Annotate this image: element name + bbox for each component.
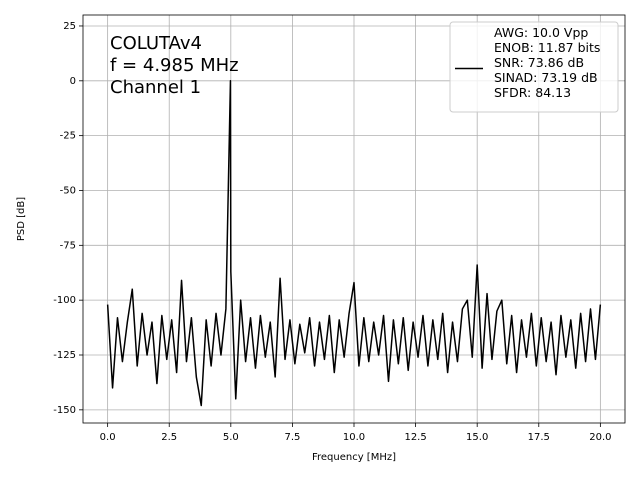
y-axis-label: PSD [dB]: [16, 197, 27, 241]
x-tick-label: 10.0: [343, 432, 365, 443]
y-tick-label: 25: [63, 21, 76, 32]
x-tick-label: 12.5: [404, 432, 426, 443]
x-tick-label: 0.0: [100, 432, 116, 443]
legend-line: AWG: 10.0 Vpp: [494, 25, 588, 40]
x-tick-label: 5.0: [223, 432, 239, 443]
x-axis-label: Frequency [MHz]: [312, 452, 396, 463]
y-tick-label: -125: [53, 350, 76, 361]
x-tick-label: 17.5: [528, 432, 550, 443]
legend-line: SNR: 73.86 dB: [494, 55, 584, 70]
y-tick-label: -50: [60, 185, 76, 196]
y-tick-label: -150: [53, 405, 76, 416]
y-tick-label: -100: [53, 295, 76, 306]
x-tick-label: 7.5: [284, 432, 300, 443]
psd-line: [106, 80, 602, 407]
y-tick-label: -75: [60, 240, 76, 251]
legend-label: AWG: 10.0 Vpp ENOB: 11.87 bits SNR: 73.86 …: [494, 25, 600, 100]
x-tick-label: 2.5: [161, 432, 177, 443]
x-tick-label: 15.0: [466, 432, 488, 443]
legend-line: ENOB: 11.87 bits: [494, 40, 600, 55]
legend-line: SFDR: 84.13: [494, 85, 571, 100]
annotation: COLUTAv4: [110, 33, 202, 54]
annotation: f = 4.985 MHz: [110, 55, 239, 76]
y-tick-label: -25: [60, 131, 76, 142]
legend-box: [449, 21, 619, 113]
x-tick-label: 20.0: [589, 432, 611, 443]
y-tick-label: 0: [70, 76, 76, 87]
legend-line: SINAD: 73.19 dB: [494, 70, 598, 85]
plot-frame: [82, 14, 626, 424]
annotation: Channel 1: [110, 77, 201, 98]
